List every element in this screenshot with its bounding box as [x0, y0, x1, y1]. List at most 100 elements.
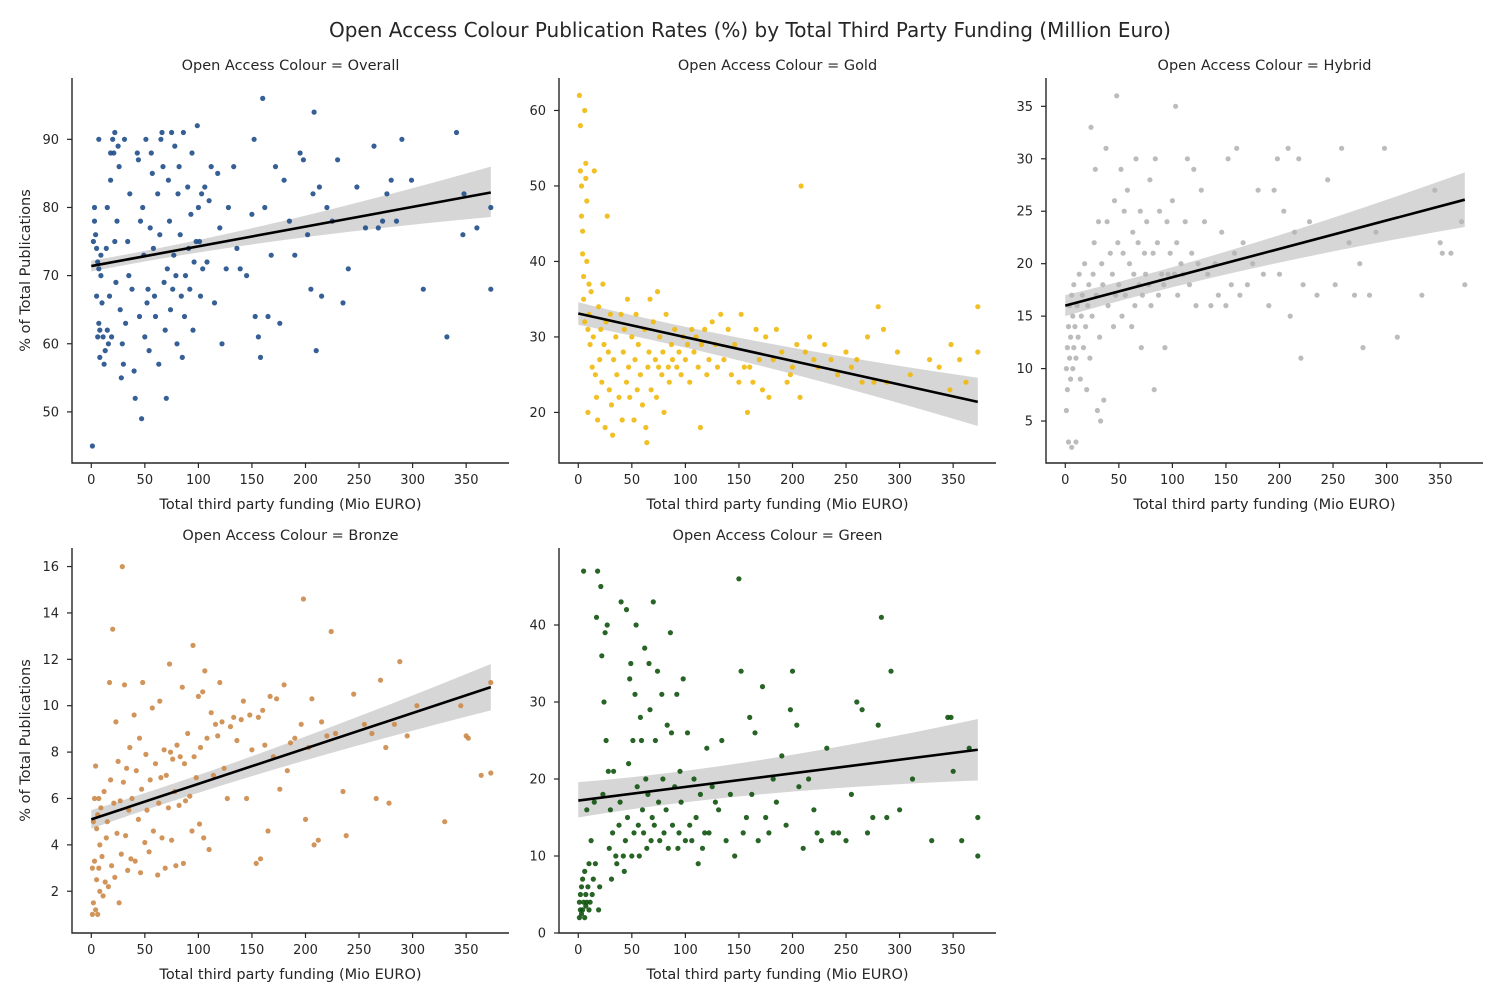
scatter-point — [834, 372, 841, 378]
scatter-point — [164, 266, 170, 272]
scatter-point — [1169, 198, 1175, 204]
scatter-point — [674, 691, 680, 697]
scatter-point — [864, 334, 871, 340]
y-tick-label: 30 — [529, 330, 546, 345]
scatter-point — [208, 164, 214, 170]
scatter-point — [212, 721, 219, 727]
scatter-point — [646, 660, 652, 667]
y-tick-label: 50 — [529, 179, 546, 194]
scatter-point — [136, 313, 143, 320]
scatter-point — [173, 273, 179, 279]
scatter-point — [260, 95, 266, 101]
scatter-point — [818, 838, 825, 844]
y-axis-label: % of Total Publications — [18, 659, 34, 822]
scatter-point — [89, 911, 95, 918]
scatter-point — [162, 327, 168, 333]
y-tick-label: 16 — [42, 560, 59, 575]
scatter-point — [136, 735, 143, 741]
scatter-point — [143, 751, 149, 758]
x-tick-label: 150 — [1214, 473, 1239, 488]
scatter-point — [627, 676, 633, 682]
scatter-point — [687, 379, 693, 385]
scatter-point — [158, 136, 164, 142]
scatter-point — [227, 724, 234, 730]
scatter-point — [897, 807, 903, 813]
scatter-points — [576, 568, 981, 921]
scatter-point — [257, 856, 264, 862]
scatter-point — [1119, 313, 1125, 319]
scatter-point — [1114, 93, 1120, 99]
scatter-point — [147, 777, 153, 783]
scatter-point — [1459, 219, 1465, 225]
scatter-point — [414, 703, 420, 709]
scatter-point — [234, 737, 240, 744]
scatter-point — [639, 402, 646, 408]
scatter-point — [875, 722, 881, 728]
scatter-point — [206, 198, 212, 204]
scatter-point — [108, 777, 114, 783]
scatter-point — [1143, 271, 1149, 277]
scatter-point — [139, 416, 145, 422]
scatter-point — [199, 191, 205, 197]
scatter-point — [121, 682, 128, 688]
scatter-point — [584, 807, 590, 813]
scatter-point — [1164, 219, 1170, 225]
scatter-point — [589, 364, 595, 370]
scatter-point — [907, 372, 913, 378]
scatter-point — [300, 596, 306, 602]
scatter-point — [1122, 292, 1128, 298]
scatter-point — [678, 799, 684, 805]
x-tick-label: 100 — [673, 943, 698, 958]
scatter-point — [597, 357, 603, 363]
scatter-point — [219, 719, 225, 725]
scatter-point — [383, 744, 389, 751]
scatter-point — [975, 853, 981, 859]
scatter-point — [93, 763, 99, 769]
scatter-point — [1077, 376, 1083, 382]
scatter-point — [656, 364, 662, 370]
scatter-point — [664, 722, 670, 728]
scatter-point — [171, 252, 177, 258]
scatter-point — [126, 273, 132, 279]
scatter-point — [144, 300, 150, 306]
scatter-point — [137, 218, 144, 224]
scatter-point — [631, 417, 637, 423]
y-tick-label: 80 — [42, 201, 59, 216]
scatter-point — [591, 168, 597, 174]
scatter-point — [1234, 145, 1240, 151]
scatter-point — [310, 191, 316, 197]
scatter-point — [682, 357, 689, 363]
scatter-point — [643, 424, 649, 431]
x-tick-label: 300 — [887, 473, 912, 488]
x-tick-label: 150 — [727, 943, 752, 958]
scatter-point — [225, 204, 231, 211]
panel-title: Open Access Colour = Gold — [678, 58, 877, 74]
scatter-point — [335, 157, 341, 163]
scatter-point — [631, 830, 637, 836]
scatter-point — [177, 754, 183, 760]
scatter-point — [132, 395, 138, 401]
regression-line — [1064, 198, 1466, 307]
scatter-point — [386, 800, 392, 806]
scatter-point — [167, 307, 174, 313]
scatter-point — [622, 838, 629, 844]
scatter-point — [315, 837, 321, 843]
scatter-point — [324, 204, 330, 211]
y-tick-label: 5 — [1025, 415, 1033, 430]
scatter-point — [197, 744, 204, 751]
scatter-point — [149, 705, 155, 711]
scatter-point — [255, 714, 261, 720]
scatter-point — [99, 853, 105, 860]
scatter-point — [728, 372, 735, 378]
scatter-point — [1223, 303, 1229, 309]
scatter-point — [143, 136, 149, 142]
scatter-point — [237, 266, 243, 272]
scatter-point — [634, 387, 640, 393]
scatter-point — [210, 772, 216, 778]
scatter-point — [182, 273, 189, 279]
scatter-point — [591, 799, 597, 805]
scatter-point — [195, 693, 201, 700]
scatter-point — [112, 238, 118, 245]
y-tick-label: 20 — [1016, 257, 1033, 272]
scatter-point — [91, 795, 98, 802]
